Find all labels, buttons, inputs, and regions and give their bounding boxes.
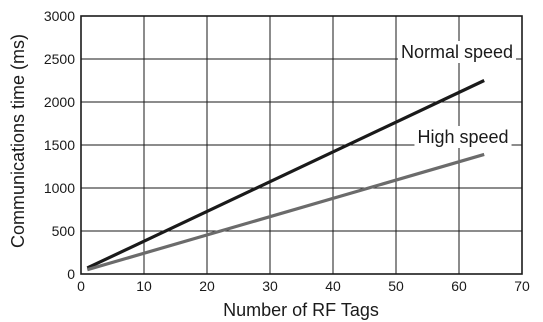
tick-labels: 0 10 20 30 40 50 60 70 0 500 1000 1500 2000 2500 3000 (44, 8, 530, 294)
x-tick-label: 70 (514, 278, 530, 294)
y-tick-label: 500 (52, 223, 76, 239)
y-tick-label: 3000 (44, 8, 75, 24)
series-line (86, 79, 485, 270)
series-label: Normal speed (401, 42, 513, 62)
series-line (86, 152, 485, 272)
y-tick-label: 1500 (44, 137, 75, 153)
series-label-background (397, 41, 517, 63)
series-label-background (414, 126, 512, 148)
x-tick-label: 10 (136, 278, 152, 294)
x-tick-label: 30 (262, 278, 278, 294)
series-label: High speed (417, 127, 508, 147)
x-tick-label: 40 (325, 278, 341, 294)
y-tick-label: 0 (67, 266, 75, 282)
y-axis-label: Communications time (ms) (8, 34, 28, 248)
plot-frame (80, 15, 523, 275)
x-tick-label: 60 (451, 278, 467, 294)
series-lines (86, 79, 485, 272)
x-tick-label: 0 (77, 278, 85, 294)
y-tick-label: 2000 (44, 94, 75, 110)
x-tick-label: 20 (199, 278, 215, 294)
y-tick-label: 2500 (44, 51, 75, 67)
series-labels: Normal speed High speed (397, 41, 517, 148)
x-tick-label: 50 (388, 278, 404, 294)
y-tick-label: 1000 (44, 180, 75, 196)
x-axis-label: Number of RF Tags (223, 300, 379, 320)
